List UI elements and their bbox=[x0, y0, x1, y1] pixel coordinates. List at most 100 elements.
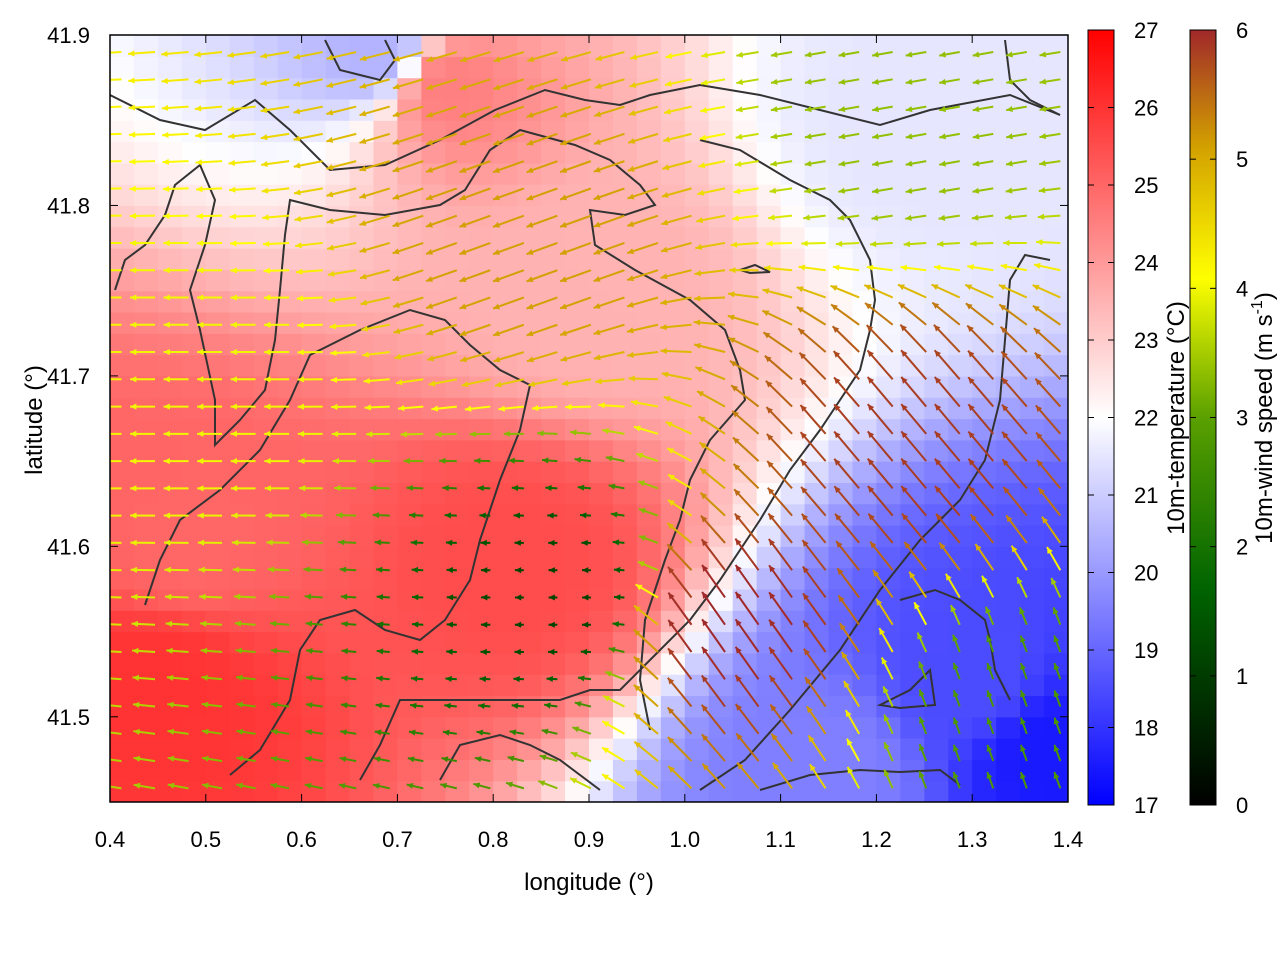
wind-arrow bbox=[900, 376, 927, 408]
wind-arrow bbox=[230, 294, 256, 301]
wind-arrow bbox=[626, 269, 659, 282]
wind-arrow-head bbox=[766, 433, 774, 441]
wind-arrow bbox=[981, 575, 995, 598]
wind-arrow-head bbox=[867, 350, 874, 358]
wind-arrow bbox=[866, 430, 894, 462]
temperature-cell bbox=[110, 546, 135, 569]
wind-arrow-head bbox=[97, 594, 103, 600]
wind-arrow bbox=[194, 105, 223, 112]
wind-arrow bbox=[326, 51, 357, 61]
wind-arrow-head bbox=[306, 702, 313, 709]
temperature-cell bbox=[948, 184, 973, 207]
temperature-cell bbox=[373, 567, 398, 590]
wind-arrow bbox=[359, 160, 391, 172]
wind-arrow bbox=[230, 321, 256, 328]
wind-arrow bbox=[110, 214, 122, 217]
wind-arrow-head bbox=[236, 782, 243, 789]
temperature-cell bbox=[684, 610, 710, 633]
temperature-cell bbox=[780, 418, 806, 441]
wind-arrow bbox=[846, 766, 861, 789]
wind-arrow-head bbox=[570, 778, 578, 784]
temperature-cell bbox=[301, 716, 327, 739]
wind-arrow bbox=[608, 646, 625, 653]
wind-arrow-head bbox=[340, 702, 348, 709]
temperature-cell bbox=[1044, 482, 1068, 505]
wind-arrow-head bbox=[1053, 744, 1060, 752]
wind-arrow-head bbox=[99, 756, 106, 762]
wind-arrow bbox=[698, 160, 726, 169]
wind-arrow-head bbox=[881, 657, 888, 665]
wind-arrow-head bbox=[374, 539, 382, 546]
wind-arrow bbox=[541, 457, 558, 464]
wind-arrow-head bbox=[236, 755, 244, 762]
wind-arrow-head bbox=[527, 56, 535, 63]
wind-arrow-head bbox=[918, 661, 925, 669]
temperature-cell bbox=[349, 588, 375, 611]
wind-arrow-head bbox=[406, 782, 414, 789]
temperature-cell bbox=[708, 311, 734, 334]
wind-arrow bbox=[296, 295, 323, 302]
temperature-cell bbox=[612, 695, 638, 718]
wind-arrow bbox=[796, 306, 827, 326]
temperature-cell bbox=[732, 184, 758, 207]
wind-arrow bbox=[934, 458, 961, 490]
temperature-cell bbox=[565, 588, 590, 611]
wind-arrow bbox=[939, 78, 960, 85]
wind-arrow-head bbox=[809, 764, 816, 772]
wind-arrow-head bbox=[230, 485, 238, 492]
wind-arrow-head bbox=[445, 675, 452, 682]
temperature-cell bbox=[732, 482, 758, 505]
temperature-cell bbox=[828, 333, 854, 356]
wind-arrow bbox=[164, 539, 189, 546]
temperature-cell bbox=[469, 716, 494, 739]
wind-arrow-head bbox=[762, 288, 770, 295]
temperature-cell bbox=[924, 482, 949, 505]
wind-arrow-head bbox=[733, 463, 741, 471]
wind-arrow bbox=[972, 105, 994, 113]
wind-arrow-head bbox=[574, 701, 582, 708]
wind-arrow bbox=[875, 598, 894, 626]
wind-arrow-head bbox=[560, 221, 568, 228]
temperature-cell bbox=[972, 588, 997, 611]
temperature-cell bbox=[541, 439, 566, 462]
temperature-cell bbox=[397, 269, 422, 292]
colorbar-tick-label: 17 bbox=[1134, 793, 1158, 818]
wind-arrow bbox=[660, 269, 692, 280]
temperature-cell bbox=[205, 482, 231, 505]
temperature-cell bbox=[708, 439, 734, 462]
temperature-cell bbox=[972, 56, 997, 79]
wind-arrow bbox=[900, 458, 927, 490]
wind-arrow-head bbox=[662, 164, 670, 171]
temperature-cell bbox=[349, 738, 375, 760]
temperature-cell bbox=[517, 503, 542, 526]
temperature-cell bbox=[565, 610, 590, 633]
temperature-cell bbox=[948, 120, 973, 143]
temperature-cell bbox=[373, 439, 398, 462]
wind-arrow bbox=[730, 384, 760, 408]
temperature-cell bbox=[349, 354, 375, 377]
temperature-cell bbox=[900, 141, 925, 164]
wind-arrow bbox=[918, 716, 928, 735]
temperature-cell bbox=[972, 716, 997, 739]
wind-arrow bbox=[593, 214, 625, 228]
wind-arrow bbox=[1003, 239, 1027, 247]
temperature-cell bbox=[253, 248, 279, 270]
temperature-cell bbox=[565, 98, 590, 121]
temperature-cell bbox=[589, 525, 614, 547]
temperature-cell bbox=[493, 461, 518, 484]
wind-arrow bbox=[837, 214, 860, 221]
wind-arrow-head bbox=[627, 165, 635, 172]
temperature-cell bbox=[229, 248, 255, 270]
wind-arrow bbox=[133, 728, 156, 735]
wind-arrow bbox=[547, 512, 558, 519]
wind-arrow-head bbox=[197, 430, 204, 437]
wind-arrow-head bbox=[392, 166, 400, 173]
temperature-cell bbox=[133, 120, 159, 143]
wind-arrow bbox=[548, 567, 558, 574]
wind-colorbar-label-end: ) bbox=[1251, 292, 1278, 300]
temperature-cell bbox=[253, 674, 279, 697]
temperature-cell bbox=[636, 461, 662, 484]
wind-arrow bbox=[602, 428, 625, 435]
temperature-cell bbox=[445, 375, 470, 398]
temperature-cell bbox=[1020, 738, 1045, 760]
